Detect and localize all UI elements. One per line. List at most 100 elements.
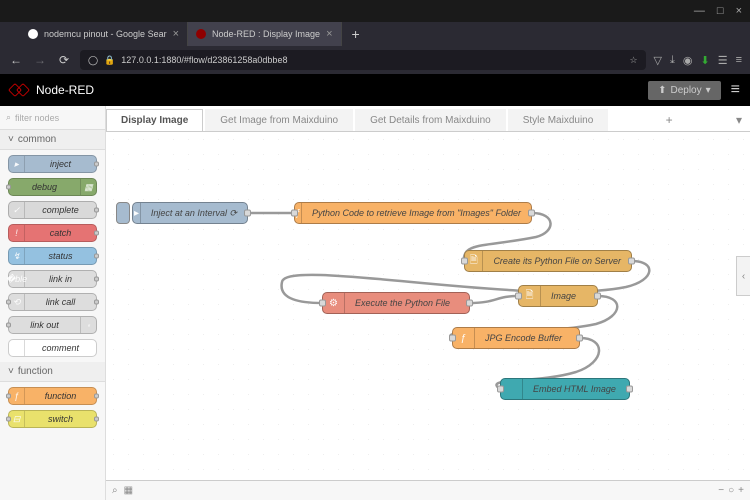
node-label: Python Code to retrieve Image from "Imag… [302,208,531,218]
lock-icon: 🔒 [104,55,115,66]
palette-node-label: comment [25,343,96,353]
node-label: JPG Encode Buffer [475,333,572,343]
node-input-port[interactable] [497,386,504,393]
extension-icon[interactable]: ☰ [718,54,728,67]
palette-node-link-in[interactable]: �blelink in [8,270,97,288]
node-output-port[interactable] [244,210,251,217]
palette-node-comment[interactable]: comment [8,339,97,357]
tab-close-icon[interactable]: × [173,28,179,40]
node-output-port[interactable] [594,293,601,300]
inject-trigger-button[interactable] [116,202,130,224]
node-input-port[interactable] [449,335,456,342]
flow-node-pyretrieve[interactable]: ƒPython Code to retrieve Image from "Ima… [294,202,532,224]
palette-node-link-out[interactable]: link out⬞ [8,316,97,334]
node-output-port[interactable] [528,210,535,217]
flow-wire[interactable] [470,296,518,303]
workspace: ⌕ filter nodes ˅ common▸injectdebug▦✓com… [0,106,750,500]
zoom-out-button[interactable]: − [718,485,724,496]
new-tab-button[interactable]: + [342,26,370,42]
browser-tab[interactable]: nodemcu pinout - Google Sear × [20,22,188,46]
browser-tab[interactable]: Node-RED : Display Image × [188,22,341,46]
flow-node-execute[interactable]: ⚙Execute the Python File [322,292,470,314]
flow-node-inject[interactable]: ▸Inject at an Interval ⟳ [132,202,248,224]
account-icon[interactable]: ◉ [683,54,693,67]
logo-icon [10,85,30,95]
palette-node-complete[interactable]: ✓complete [8,201,97,219]
palette-node-label: catch [25,228,96,238]
node-input-port[interactable] [515,293,522,300]
zoom-reset-button[interactable]: ○ [728,485,734,496]
palette-node-label: link out [9,320,80,330]
node-type-icon [9,340,25,356]
flow-node-jpgenc[interactable]: ƒJPG Encode Buffer [452,327,580,349]
palette-node-inject[interactable]: ▸inject [8,155,97,173]
palette-node-link-call[interactable]: ⟲link call [8,293,97,311]
node-type-icon: ✓ [9,202,25,218]
node-type-icon: ƒ [453,328,475,348]
flow-tab[interactable]: Get Image from Maixduino [205,109,353,131]
node-output-port[interactable] [466,300,473,307]
zoom-in-button[interactable]: + [738,485,744,496]
palette-node-catch[interactable]: !catch [8,224,97,242]
url-input[interactable]: ◯ 🔒 127.0.0.1:1880/#flow/d23861258a0dbbe… [80,50,646,70]
deploy-label: Deploy [670,85,701,96]
flow-tab[interactable]: Style Maixduino [508,109,609,131]
flow-tab[interactable]: Display Image [106,109,203,131]
flow-node-embed[interactable]: Embed HTML Image [500,378,630,400]
app-menu-button[interactable]: ≡ [736,54,742,66]
chevron-down-icon: ˅ [8,366,14,377]
sidebar-toggle[interactable]: ‹ [736,256,750,296]
flow-tab[interactable]: Get Details from Maixduino [355,109,506,131]
extension-idm-icon[interactable]: ⬇ [700,54,709,67]
product-name: Node-RED [36,83,94,97]
node-output-port[interactable] [628,258,635,265]
flow-node-image[interactable]: 🗎Image [518,285,598,307]
favicon-icon [28,29,38,39]
node-input-port[interactable] [291,210,298,217]
palette-node-debug[interactable]: debug▦ [8,178,97,196]
nodered-logo: Node-RED [10,83,94,97]
tab-close-icon[interactable]: × [326,28,332,40]
reload-button[interactable]: ⟳ [56,53,72,67]
flow-canvas[interactable]: ▸Inject at an Interval ⟳ƒPython Code to … [106,132,750,480]
tab-label: nodemcu pinout - Google Sear [44,29,167,39]
palette-node-label: complete [25,205,96,215]
node-type-icon: �ble [9,271,25,287]
forward-button[interactable]: → [32,53,48,67]
download-icon[interactable]: ⤓ [670,54,675,67]
node-type-icon: ƒ [9,388,25,404]
node-input-port[interactable] [319,300,326,307]
add-flow-button[interactable]: + [658,109,681,131]
back-button[interactable]: ← [8,53,24,67]
palette-node-label: link in [25,274,96,284]
main-menu-button[interactable]: ≡ [731,81,740,99]
node-type-icon [501,379,523,399]
bookmark-icon[interactable]: ☆ [629,55,637,66]
palette-node-label: link call [25,297,96,307]
footer-nav-icon[interactable]: ▦ [124,485,133,496]
palette-category[interactable]: ˅ function [0,362,105,382]
browser-toolbar: ← → ⟳ ◯ 🔒 127.0.0.1:1880/#flow/d23861258… [0,46,750,74]
node-label: Execute the Python File [345,298,460,308]
palette-node-switch[interactable]: ⊟switch [8,410,97,428]
pocket-icon[interactable]: ▽ [654,54,662,67]
filter-input[interactable]: ⌕ filter nodes [0,106,105,130]
nodered-header: Node-RED ⬆ Deploy ▾ ≡ [0,74,750,106]
node-output-port[interactable] [576,335,583,342]
window-maximize-button[interactable]: □ [717,5,724,17]
node-type-icon: ! [9,225,25,241]
window-close-button[interactable]: × [736,5,742,17]
flow-node-createfile[interactable]: 🗎Create its Python File on Server [464,250,632,272]
node-output-port[interactable] [626,386,633,393]
window-minimize-button[interactable]: — [694,5,705,17]
node-type-icon: ▸ [133,203,141,223]
node-input-port[interactable] [461,258,468,265]
palette-node-status[interactable]: ↯status [8,247,97,265]
chevron-down-icon: ˅ [8,134,14,145]
deploy-button[interactable]: ⬆ Deploy ▾ [648,81,721,100]
palette-category[interactable]: ˅ common [0,130,105,150]
flow-list-button[interactable]: ▾ [728,109,750,131]
palette: ⌕ filter nodes ˅ common▸injectdebug▦✓com… [0,106,106,500]
search-icon[interactable]: ⌕ [112,485,118,496]
palette-node-function[interactable]: ƒfunction [8,387,97,405]
